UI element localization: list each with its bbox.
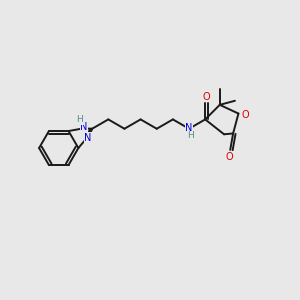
- Text: O: O: [225, 152, 233, 162]
- Text: N: N: [84, 133, 92, 143]
- Text: O: O: [202, 92, 210, 102]
- Text: H: H: [187, 131, 194, 140]
- Text: N: N: [80, 122, 88, 132]
- Text: H: H: [76, 115, 83, 124]
- Text: O: O: [242, 110, 249, 119]
- Text: N: N: [185, 123, 193, 133]
